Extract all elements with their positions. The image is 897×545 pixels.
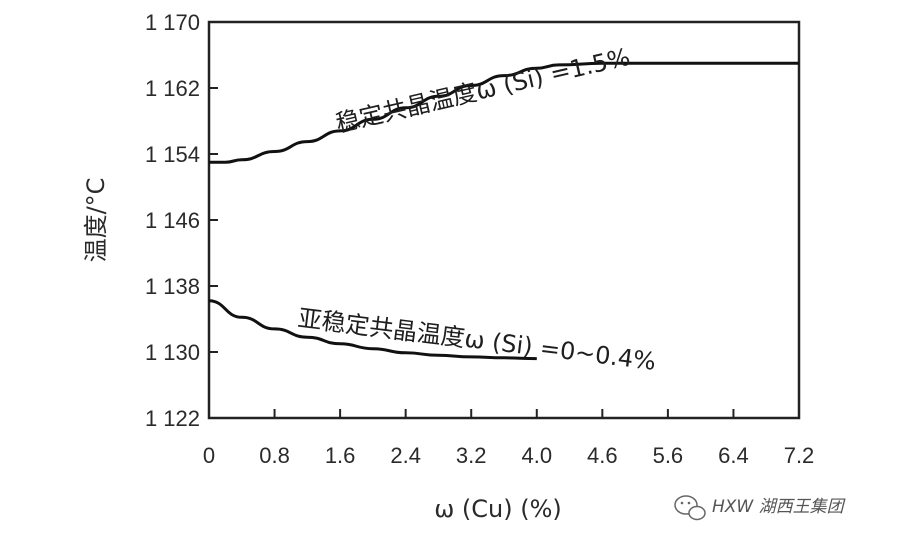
annotation-stable: 稳定共晶温度ω (Si) =1.5% [333,43,633,138]
x-tick-label: 3.2 [456,443,487,468]
y-tick-label: 1 130 [145,340,200,365]
y-tick-label: 1 170 [145,10,200,35]
x-axis: 0 0.8 1.6 2.4 3.2 4.0 4.6 5.6 6.4 7.2 [203,409,814,468]
x-tick-label: 0 [203,443,215,468]
x-tick-label: 0.8 [259,443,290,468]
x-tick-label: 1.6 [325,443,356,468]
x-tick-label: 6.4 [718,443,749,468]
x-tick-label: 5.6 [653,443,684,468]
y-tick-label: 1 154 [145,142,200,167]
y-axis-title: 温度/°C [82,178,110,263]
x-tick-label: 7.2 [784,443,815,468]
y-axis: 1 122 1 130 1 138 1 146 1 154 1 162 1 170 [145,10,218,431]
x-axis-title: ω (Cu) (%) [434,495,562,523]
series-line-metastable [208,299,537,361]
x-tick-label: 2.4 [390,443,421,468]
annotation-metastable: 亚稳定共晶温度ω (Si) =0~0.4% [296,304,657,376]
wechat-icon [674,495,706,521]
y-tick-label: 1 162 [145,76,200,101]
series-line-stable [209,61,799,164]
y-tick-label: 1 138 [145,274,200,299]
watermark-text: HXW 湖西王集团 [712,497,846,517]
series-layer [208,61,799,361]
y-tick-label: 1 146 [145,208,200,233]
x-tick-label: 4.6 [587,443,618,468]
x-tick-label: 4.0 [521,443,552,468]
y-tick-label: 1 122 [145,406,200,431]
watermark: HXW 湖西王集团 [674,495,846,521]
